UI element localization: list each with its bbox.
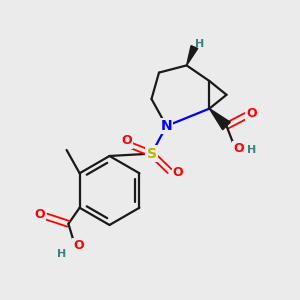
Polygon shape xyxy=(187,46,198,65)
Text: H: H xyxy=(247,145,256,155)
Text: N: N xyxy=(161,119,172,133)
Text: H: H xyxy=(57,249,66,260)
Polygon shape xyxy=(209,109,230,130)
Text: H: H xyxy=(195,39,204,49)
Text: O: O xyxy=(34,208,45,221)
Text: O: O xyxy=(121,134,132,148)
Text: O: O xyxy=(233,142,244,155)
Text: O: O xyxy=(172,166,183,179)
Text: O: O xyxy=(246,107,257,120)
Text: S: S xyxy=(146,147,157,160)
Text: O: O xyxy=(73,239,84,252)
